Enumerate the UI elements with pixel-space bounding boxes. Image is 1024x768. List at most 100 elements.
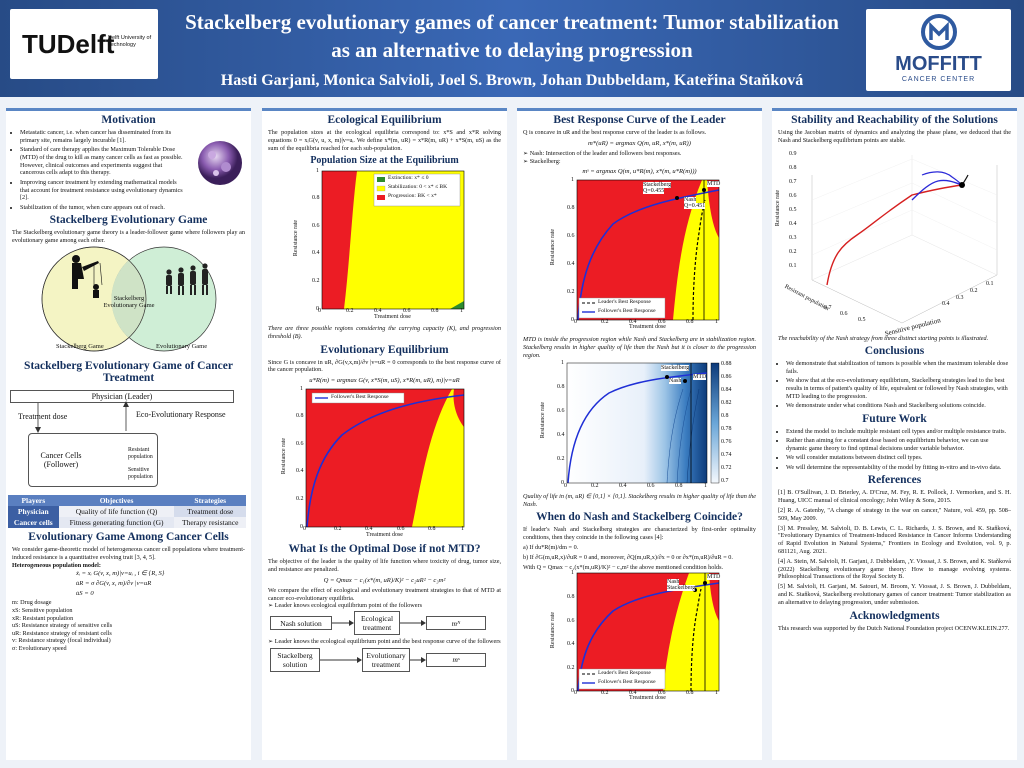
nash-equilibrium-point [959, 181, 965, 188]
reference: [2] R. A. Gatenby, "A change of strategy… [778, 507, 1011, 522]
mtd-marker-label: MTD [693, 374, 707, 381]
treatment-diagram: Physician (Leader) Treatment dose Eco-Ev… [6, 387, 251, 495]
acknowledgments-heading: Acknowledgments [849, 609, 940, 622]
reference: [4] A. Stein, M. Salvioli, H. Garjani, J… [778, 557, 1011, 581]
variable-def: xR: Resistant population [12, 614, 74, 622]
column-3: Best Response Curve of the Leader Q is c… [517, 108, 762, 760]
evo-heading: Evolutionary Equilibrium [320, 343, 449, 356]
variable-def: m: Drug dosage [12, 599, 52, 607]
variable-def: uR: Resistance strategy of resistant cel… [12, 629, 112, 637]
reference: [5] M. Salvioli, H. Garjani, M. Satouri,… [778, 583, 1011, 606]
nash-marker-label: Nash [684, 197, 697, 204]
nash-solution-box: Nash solution [270, 616, 332, 631]
equation: ẋᵢ = xᵢ G(v, x, m)|v=uᵢ , i ∈ {R, S} [76, 570, 165, 578]
heatmap-caption: Quality of life in (m, uR) ∈ [0,1] × [0,… [523, 493, 756, 508]
population-size-chart: Extinction: x* ≤ 0 Stabilization: 0 < x*… [293, 168, 465, 321]
poster-title: Stackelberg evolutionary games of cancer… [185, 10, 839, 62]
cbar-tick: 0.78 [721, 426, 732, 433]
cbar-tick: 0.82 [721, 400, 732, 407]
bullet-text: Stackelberg: [529, 157, 561, 165]
stack-bullet: ➢ Leader knows the ecological equilibriu… [268, 638, 501, 646]
eco-text: The population sizes at the ecological e… [268, 129, 501, 152]
stability-heading: Stability and Reachability of the Soluti… [791, 114, 998, 126]
resistant-pop-label: Resistant population [128, 447, 153, 460]
follower-label: Cancer Cells (Follower) [40, 451, 82, 470]
poster-header: TUDelft Delft University of Technology S… [0, 0, 1024, 97]
motivation-item: Metastatic cancer, i.e. when cancer has … [20, 129, 185, 145]
nash-marker-label: Nash [667, 579, 680, 586]
progression-region [322, 171, 357, 310]
equation: u̇S = 0 [76, 590, 94, 598]
eco-heading: Ecological Equilibrium [327, 114, 442, 126]
future-work-item: Extend the model to include multiple res… [786, 428, 1011, 436]
legend-extinction: Extinction: x* ≤ 0 [388, 175, 429, 182]
mtd-marker-label: MTD [707, 574, 721, 581]
eco-evo-response-label: Eco-Evolutionary Response [136, 410, 226, 420]
legend-leader: Leader's Best Response [598, 670, 651, 677]
stack-marker-label: Stackelberg [667, 585, 696, 592]
y-axis-label: Resistance rate [540, 402, 547, 439]
conclusion-item: We demonstrate under what conditions Nas… [786, 402, 1011, 410]
brc-equation: m*(uR) = argmax Q(m, uR, x*(m, uR)) [588, 139, 691, 147]
phase-plane-3d-chart: 0.9 0.8 0.7 0.6 0.5 0.4 0.3 0.2 0.1 Resistance r… [772, 145, 1017, 337]
cbar-tick: 0.88 [721, 361, 732, 368]
reference: [3] M. Pressley, M. Salvioli, D. B. Lewi… [778, 524, 1011, 556]
table-header: Objectives [99, 496, 134, 506]
stack-flow: Stackelberg solution Evolutionary treatm… [262, 646, 507, 676]
cancer-cell-image [198, 141, 242, 185]
stack-marker-label: Stackelberg [661, 365, 690, 372]
nash-bullet-text: Leader knows ecological equilibrium poin… [274, 602, 422, 610]
stackelberg-solution-box: Stackelberg solution [270, 647, 320, 672]
trajectory-2 [911, 179, 963, 201]
y-axis-label: Resistance rate [281, 438, 288, 475]
conclusion-item: We demonstrate that stabilization of tum… [786, 360, 1011, 376]
qol-equation: Q = Qmax − c₁(x*(m, uR)/K)² − c₂uR² − c₃… [323, 576, 446, 584]
brc-caption: MTD is inside the progression region whi… [523, 336, 756, 359]
follower-br-chart: Follower's Best Response 0 0.2 0.4 0.6 0.8 1 … [281, 386, 465, 539]
legend-progression: Progression: BK < x* [388, 193, 437, 200]
brc-text: Q is concave in uR and the best response… [523, 129, 707, 136]
bullet: ➢ Stackelberg: [523, 157, 561, 165]
mN-box: mᴺ [426, 616, 486, 631]
motivation-item: Stabilization of the tumor, when cure ap… [20, 204, 185, 212]
seg-text: The Stackelberg evolutionary game theory… [12, 229, 245, 245]
table-header: Players [21, 496, 46, 506]
bullet-text: Nash: Intersection of the leader and fol… [529, 149, 682, 157]
follower-best-response-line [306, 394, 465, 528]
z-axis-label: Resistance rate [775, 189, 782, 226]
cbar-tick: 0.84 [721, 387, 732, 394]
venn-mid-label: Stackelberg Evolutionary Game [103, 295, 155, 310]
poster-authors: Hasti Garjani, Monica Salvioli, Joel S. … [220, 72, 804, 89]
column-1: Motivation Metastatic cancer, i.e. when … [6, 108, 251, 760]
tudelft-logo-sub: Delft University of Technology [108, 35, 152, 48]
y-axis-label: Resistance rate [293, 220, 300, 257]
x-axis-label: Treatment dose [629, 695, 666, 702]
cbar-tick: 0.8 [721, 413, 729, 420]
physician-leader-box: Physician (Leader) [10, 390, 234, 404]
cbar-tick: 0.76 [721, 439, 732, 446]
nash-marker-label: Nash [669, 378, 682, 385]
table-cell: Therapy resistance [174, 517, 246, 529]
extinction-region [450, 301, 464, 310]
population-equations: ẋᵢ = xᵢ G(v, x, m)|v=uᵢ , i ∈ {R, S} u̇R… [6, 569, 251, 599]
coincide-chart: Nash Stackelberg MTD Leader's Best Respo… [550, 570, 721, 702]
coin-text: If leader's Nash and Stackelberg strateg… [523, 526, 756, 542]
future-work-item: Rather than aiming for a constant dose b… [786, 437, 1011, 453]
venn-left-label: Stackelberg Game [56, 343, 104, 351]
motivation-item: Standard of care therapy applies the Max… [20, 146, 185, 177]
y-axis-label: Resistance rate [550, 612, 557, 649]
egc-heading: Evolutionary Game Among Cancer Cells [28, 531, 229, 544]
table-cell: Treatment dose [174, 506, 246, 518]
motivation-item: Improving cancer treatment by extending … [20, 179, 185, 202]
trajectory-1 [826, 183, 963, 285]
coin-case-b: b) If ∂G(m,uR,x)/∂uR = 0 and, moreover, … [523, 553, 733, 561]
future-work-item: We will consider mutations between disti… [786, 454, 1011, 462]
moffitt-logo-text: MOFFITT [895, 53, 982, 75]
nash-q-label: Q=0.451 [684, 203, 706, 210]
future-work-heading: Future Work [862, 412, 927, 425]
variable-def: xS: Sensitive population [12, 607, 73, 615]
tudelft-logo-text: TUDelft [22, 29, 115, 59]
coincide-heading: When do Nash and Stackelberg Coincide? [536, 511, 743, 524]
x-axis-label: Treatment dose [374, 314, 411, 321]
stack-bullet-text: Leader knows the ecological equilibrium … [274, 638, 501, 646]
